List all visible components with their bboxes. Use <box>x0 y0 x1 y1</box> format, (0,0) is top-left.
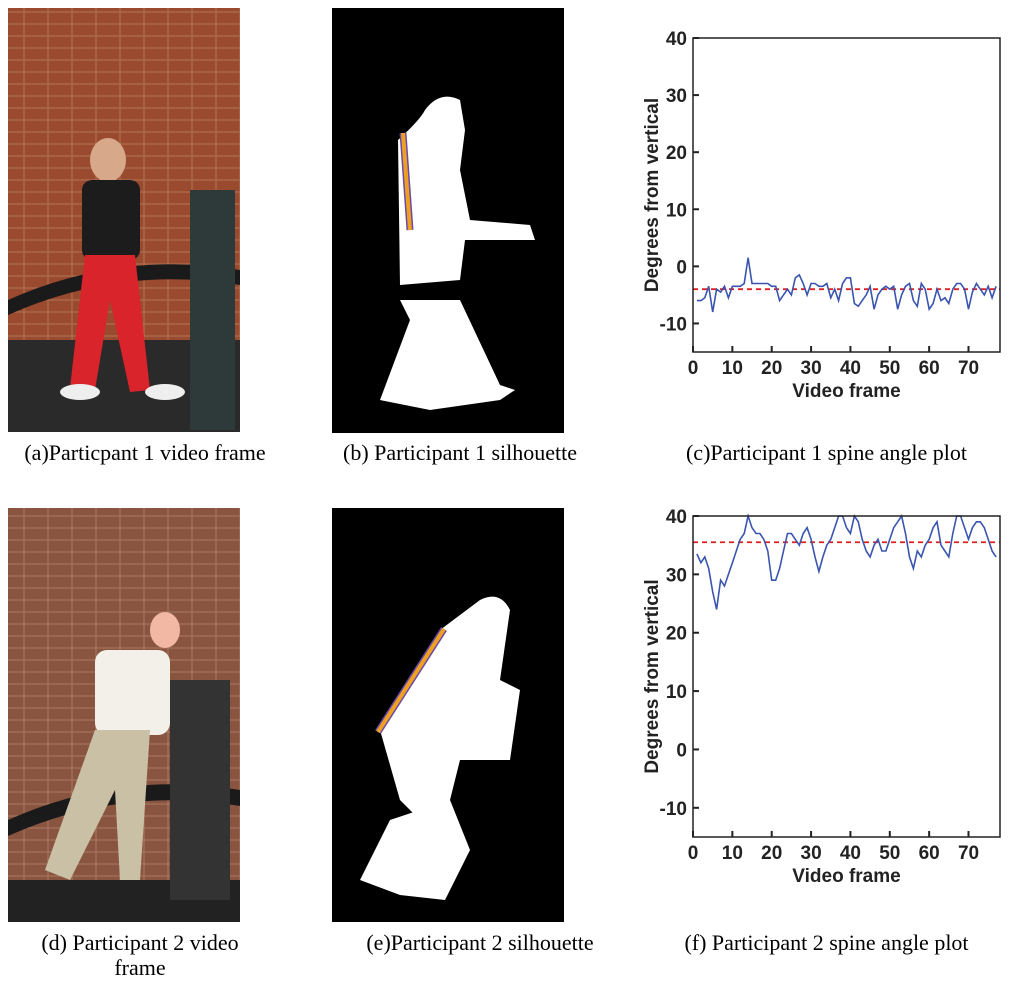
x-tick-label: 50 <box>879 843 900 864</box>
figure-art: -10 0 10 20 30 40 0 10 20 30 40 50 60 70 Video frame De… <box>0 0 1013 988</box>
y-tick-label: 0 <box>676 740 687 761</box>
x-tick-label: 10 <box>722 358 743 379</box>
x-tick-label: 40 <box>840 358 861 379</box>
caption: (b) Participant 1 silhouette <box>320 440 600 465</box>
silhouette <box>332 8 564 433</box>
caption: (e)Participant 2 silhouette <box>360 930 600 955</box>
y-tick-label: 30 <box>666 86 687 107</box>
y-axis-label: Degrees from vertical <box>642 579 663 773</box>
x-tick-label: 60 <box>919 843 940 864</box>
caption: (f) Participant 2 spine angle plot <box>640 930 1013 955</box>
x-tick-label: 50 <box>879 358 900 379</box>
x-tick-label: 0 <box>688 358 699 379</box>
series-line <box>697 258 996 312</box>
x-tick-label: 20 <box>761 843 782 864</box>
y-tick-label: -10 <box>660 314 687 335</box>
x-tick-label: 10 <box>722 843 743 864</box>
y-tick-label: 0 <box>676 257 687 278</box>
x-tick-label: 60 <box>919 358 940 379</box>
x-tick-label: 30 <box>801 358 822 379</box>
x-tick-label: 40 <box>840 843 861 864</box>
x-tick-label: 0 <box>688 843 699 864</box>
y-tick-label: 20 <box>666 143 687 164</box>
y-tick-label: -10 <box>660 799 687 820</box>
silhouette <box>332 508 564 922</box>
plot-frame <box>693 516 1000 837</box>
y-tick-label: 10 <box>666 200 687 221</box>
caption: (a)Particpant 1 video frame <box>0 440 290 465</box>
x-tick-label: 70 <box>958 358 979 379</box>
y-tick-label: 30 <box>666 565 687 586</box>
photo <box>8 8 240 432</box>
plot-frame <box>693 38 1000 352</box>
y-tick-label: 40 <box>666 29 687 50</box>
caption: (d) Participant 2 video frame <box>20 930 260 980</box>
y-axis-label: Degrees from vertical <box>642 98 663 292</box>
x-axis-label: Video frame <box>792 866 900 887</box>
y-tick-label: 10 <box>666 682 687 703</box>
x-tick-label: 70 <box>958 843 979 864</box>
y-tick-label: 20 <box>666 624 687 645</box>
figure: -10 0 10 20 30 40 0 10 20 30 40 50 60 70 Video frame De… <box>0 0 1013 988</box>
photo <box>8 508 240 922</box>
caption: (c)Participant 1 spine angle plot <box>640 440 1013 465</box>
y-tick-label: 40 <box>666 507 687 528</box>
x-tick-label: 30 <box>801 843 822 864</box>
x-axis-label: Video frame <box>792 381 900 402</box>
series-line <box>697 516 996 609</box>
x-tick-label: 20 <box>761 358 782 379</box>
